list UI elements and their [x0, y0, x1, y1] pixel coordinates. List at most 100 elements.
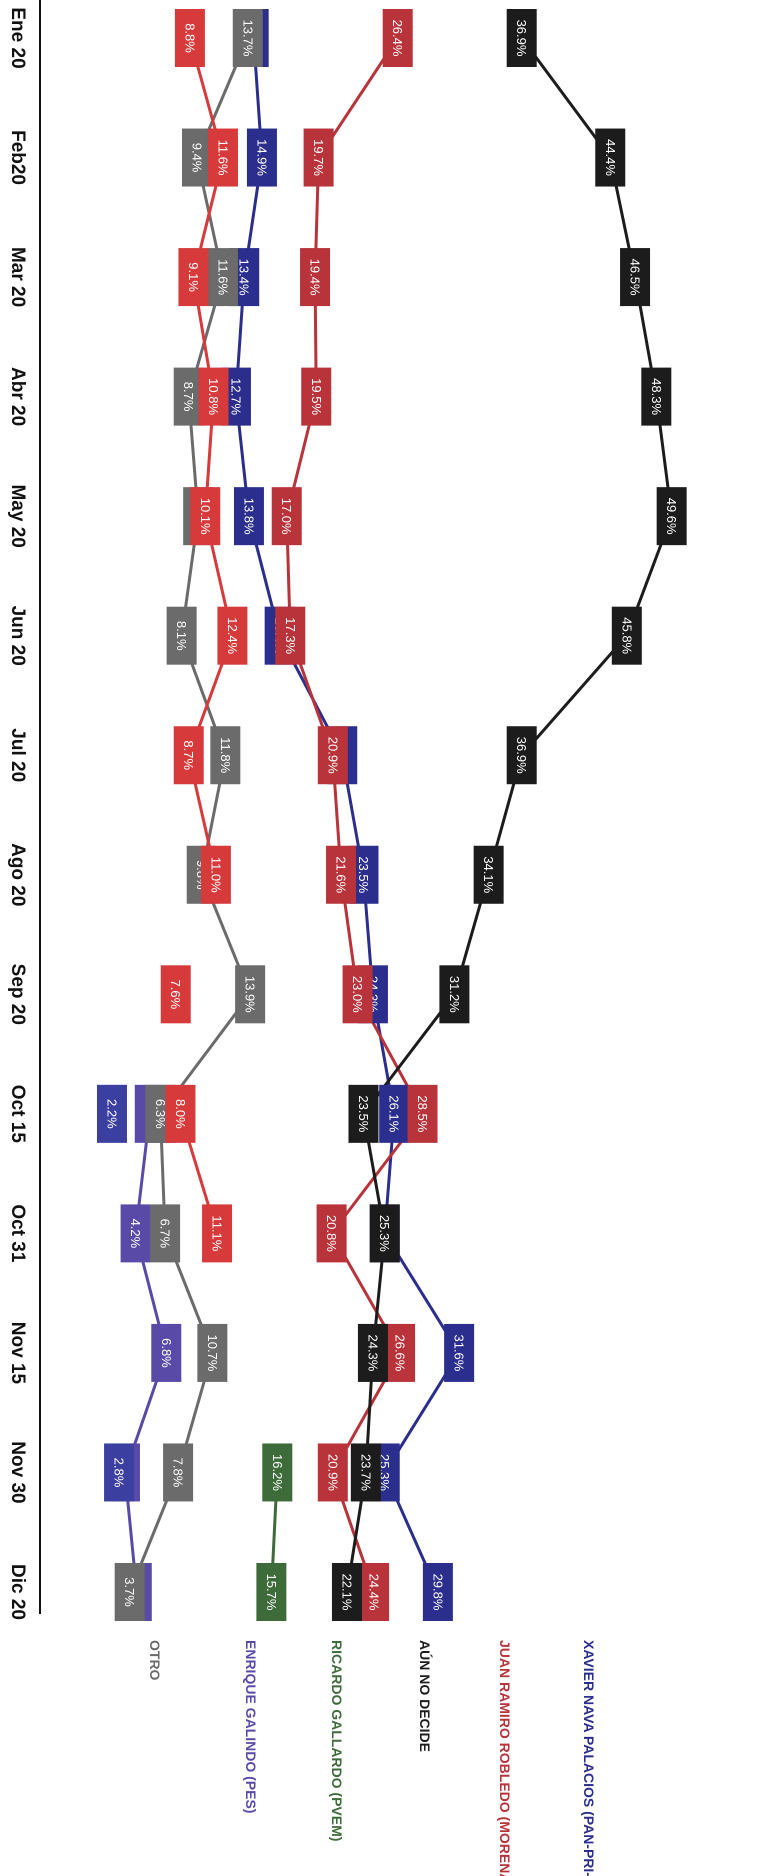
data-point: 19.4%: [300, 248, 331, 307]
data-label-box: [151, 1323, 182, 1382]
data-label-box: [114, 1563, 145, 1621]
data-label: 34.1%: [481, 856, 496, 893]
data-point: 23.5%: [348, 1084, 379, 1143]
data-label-box: [359, 1563, 390, 1621]
data-label-box: [197, 1323, 228, 1382]
data-point: 11.6%: [207, 248, 238, 307]
data-label-box: [317, 726, 348, 785]
data-point: 8.0%: [165, 1084, 196, 1143]
data-label: 12.4%: [225, 617, 240, 654]
data-label: 8.7%: [181, 740, 196, 770]
data-point: 7.8%: [163, 1443, 194, 1502]
data-label-box: [217, 606, 248, 665]
category-label: May 20: [7, 484, 28, 547]
data-label: 19.5%: [309, 378, 324, 415]
data-point: 6.8%: [151, 1323, 182, 1382]
legend-entry: ENRIQUE GALINDO (PES): [243, 1640, 259, 1813]
data-point: 26.4%: [382, 9, 413, 67]
series-segment: [520, 634, 629, 757]
data-label-box: [198, 367, 229, 426]
data-label-box: [385, 1323, 416, 1382]
data-label-box: [316, 1204, 347, 1263]
legend-entry: OTRO: [147, 1640, 163, 1681]
data-label: 31.6%: [452, 1334, 467, 1371]
data-label-box: [233, 487, 264, 546]
data-label: 11.1%: [210, 1215, 225, 1251]
data-label-box: [207, 128, 238, 187]
data-label: 8.0%: [173, 1099, 188, 1129]
data-point: 31.2%: [439, 965, 470, 1024]
data-label-box: [473, 845, 504, 904]
data-label-box: [202, 1204, 233, 1263]
data-label: 15.7%: [264, 1574, 279, 1611]
data-label: 8.7%: [181, 382, 196, 412]
legend-entry: XAVIER NAVA PALACIOS (PAN-PRI-PRD): [581, 1640, 597, 1876]
data-label: 19.7%: [311, 139, 326, 176]
data-label-box: [350, 1443, 381, 1502]
category-label: Nov 30: [7, 1441, 28, 1503]
data-label: 6.7%: [158, 1219, 173, 1249]
data-label-box: [210, 726, 241, 785]
data-point: 17.3%: [275, 606, 306, 665]
data-label: 13.4%: [237, 259, 252, 296]
data-label-box: [382, 9, 413, 67]
category-label: Nov 15: [7, 1322, 28, 1385]
data-point: 8.8%: [174, 9, 205, 67]
data-label-box: [246, 128, 277, 187]
data-label: 6.3%: [153, 1099, 168, 1129]
data-label-box: [174, 9, 205, 67]
data-point: 19.7%: [303, 128, 334, 187]
data-label: 24.4%: [367, 1574, 382, 1611]
data-point: 6.7%: [150, 1204, 181, 1263]
legend-entry: JUAN RAMIRO ROBLEDO (MORENA): [497, 1640, 513, 1876]
data-label: 24.3%: [365, 1334, 380, 1371]
data-point: 9.1%: [178, 248, 209, 307]
data-label: 8.8%: [182, 23, 197, 53]
category-label: Jun 20: [7, 606, 28, 666]
data-point: 13.9%: [235, 965, 266, 1024]
data-point: 11.8%: [210, 726, 241, 785]
data-point: 20.9%: [317, 1443, 348, 1502]
data-label: 10.7%: [205, 1334, 220, 1371]
category-label: Oct 31: [7, 1204, 28, 1263]
data-label-box: [656, 487, 687, 546]
data-point: 11.1%: [202, 1204, 233, 1263]
data-label: 29.8%: [430, 1574, 445, 1611]
data-label-box: [271, 487, 302, 546]
data-point: 10.1%: [190, 487, 221, 546]
data-point: 2.2%: [96, 1084, 127, 1143]
data-label: 3.7%: [122, 1577, 137, 1607]
data-point: 16.2%: [262, 1443, 293, 1502]
data-label: 25.3%: [377, 1215, 392, 1252]
data-label: 26.4%: [390, 20, 405, 57]
data-label: 11.6%: [215, 140, 230, 176]
data-label-box: [178, 248, 209, 307]
data-label: 31.2%: [447, 976, 462, 1013]
data-label: 36.9%: [514, 20, 529, 57]
data-label-box: [207, 248, 238, 307]
data-label-box: [407, 1084, 438, 1143]
data-label: 16.2%: [270, 1454, 285, 1491]
data-label-box: [300, 248, 331, 307]
data-label: 9.1%: [186, 262, 201, 292]
data-point: 12.4%: [217, 606, 248, 665]
data-point: 22.1%: [331, 1563, 362, 1621]
data-point: 26.1%: [379, 1084, 410, 1143]
data-point: 19.5%: [301, 367, 332, 426]
data-point: 23.7%: [350, 1443, 381, 1502]
data-label-box: [301, 367, 332, 426]
data-point: 23.0%: [342, 965, 373, 1024]
data-label: 10.8%: [206, 378, 221, 415]
data-label-box: [379, 1084, 410, 1143]
data-label-box: [262, 1443, 293, 1502]
data-label-box: [275, 606, 306, 665]
data-point: 24.4%: [359, 1563, 390, 1621]
data-label: 8.1%: [174, 621, 189, 651]
data-point: 34.1%: [473, 845, 504, 904]
data-point: 49.6%: [656, 487, 687, 546]
data-label-box: [506, 726, 537, 785]
data-label: 6.8%: [159, 1338, 174, 1368]
data-label: 20.8%: [324, 1215, 339, 1252]
